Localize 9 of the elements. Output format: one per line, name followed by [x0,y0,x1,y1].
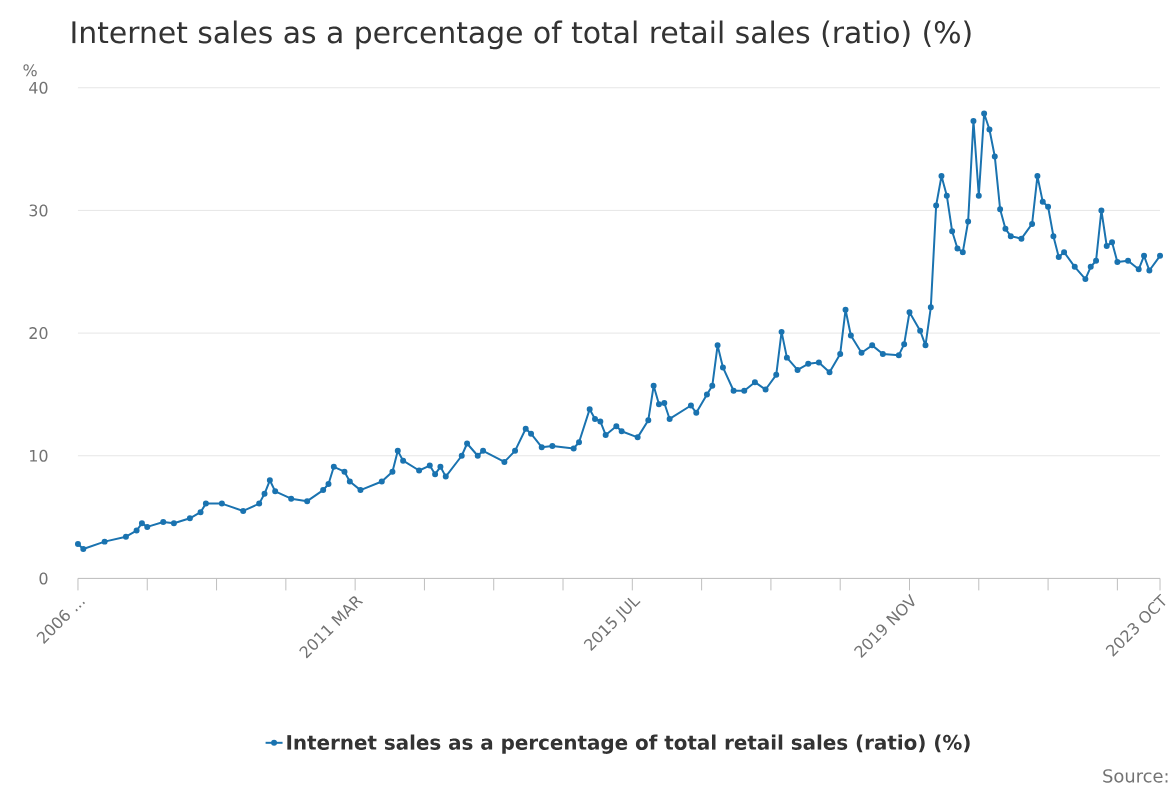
legend-label: Internet sales as a percentage of total retail sales (ratio) (%) [287,734,970,754]
y-tick-label: 40 [29,81,48,94]
chart-title: Internet sales as a percentage of total retail sales (ratio) (%) [72,20,971,50]
y-tick-label: 10 [30,449,48,462]
y-tick-label: 20 [29,327,48,340]
y-axis-title: % [23,64,37,77]
y-tick-label: 30 [29,204,48,217]
source-note: Source: [1103,769,1168,783]
y-tick-label: 0 [39,572,48,585]
